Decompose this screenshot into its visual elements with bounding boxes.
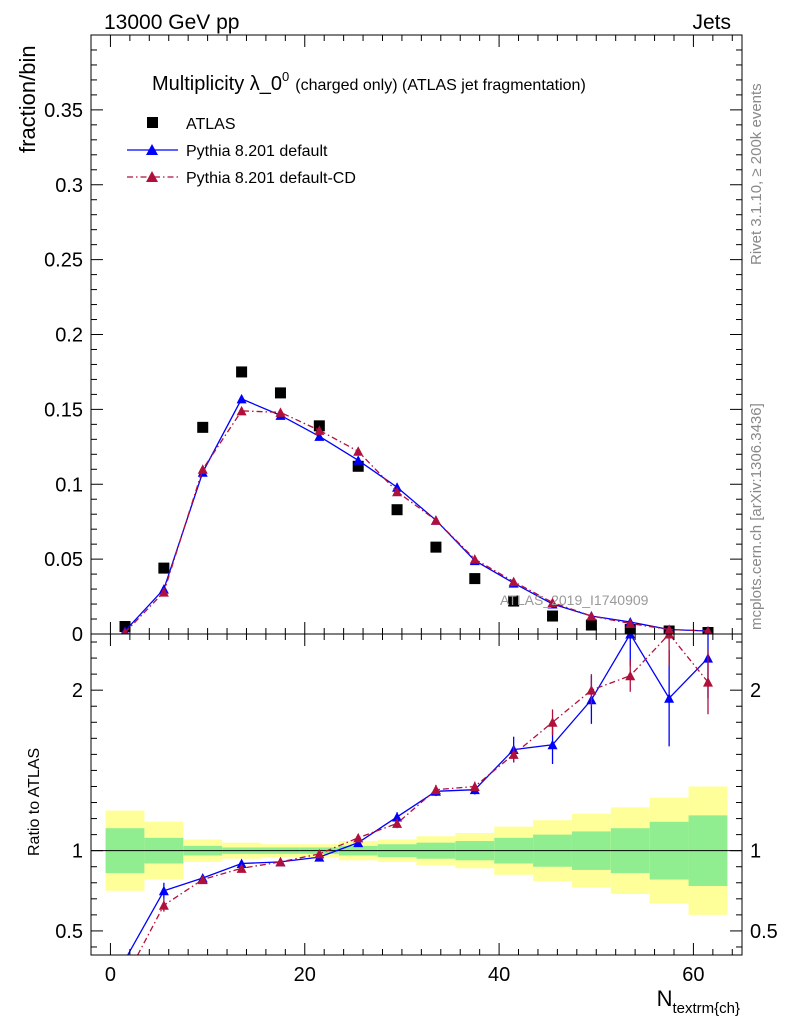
- ratio-point-default-cd: [236, 863, 247, 873]
- ratio-point-default: [158, 885, 169, 896]
- ratio-point-default: [124, 954, 126, 955]
- y-tick-label-ratio-right: 2: [750, 680, 761, 702]
- data-point-default-cd: [236, 405, 247, 416]
- data-point-default-cd: [625, 618, 636, 629]
- rivet-version-label: Rivet 3.1.10, ≥ 200k events: [748, 83, 765, 265]
- ratio-point-default: [625, 634, 636, 639]
- x-tick-label: 20: [294, 964, 316, 986]
- ratio-point-default-cd: [392, 818, 403, 828]
- ratio-band-layer: [91, 786, 742, 915]
- plot-title: Multiplicity λ_00(charged only) (ATLAS j…: [152, 69, 586, 95]
- y-tick-label-top: 0.3: [55, 175, 83, 197]
- data-point-default-cd: [664, 624, 675, 634]
- mcplots-label: mcplots.cern.ch [arXiv:1306.3436]: [748, 403, 765, 630]
- data-point-atlas: [547, 610, 559, 622]
- y-tick-label-top: 0: [72, 624, 83, 646]
- y-tick-label-top: 0.05: [44, 549, 83, 571]
- top-series-layer: [119, 366, 714, 634]
- y-tick-label-top: 0.2: [55, 325, 83, 347]
- data-point-atlas: [158, 562, 170, 574]
- ratio-point-default-cd: [158, 900, 169, 910]
- legend: ATLAS Pythia 8.201 default Pythia 8.201 …: [127, 116, 356, 187]
- ratio-point-default-cd: [275, 856, 286, 867]
- legend-marker-default: [146, 144, 158, 155]
- ratio-point-default-cd: [702, 677, 713, 687]
- data-point-default-cd: [547, 597, 558, 608]
- data-point-default: [236, 393, 247, 404]
- ratio-point-default-cd: [353, 832, 364, 843]
- ratio-point-default: [236, 858, 247, 869]
- data-point-default-cd: [430, 515, 441, 525]
- ratio-point-default-cd: [469, 781, 480, 791]
- ratio-point-default-cd: [586, 685, 597, 695]
- data-point-atlas: [236, 366, 248, 378]
- data-point-atlas: [469, 573, 481, 585]
- data-point-default-cd: [586, 611, 597, 621]
- ratio-point-default-cd: [120, 974, 130, 984]
- data-point-atlas: [430, 541, 442, 553]
- x-tick-label: 40: [488, 964, 510, 986]
- legend-label-default-cd: Pythia 8.201 default-CD: [186, 170, 356, 187]
- data-point-default-cd: [703, 626, 713, 634]
- series-line-default-cd: [124, 410, 709, 633]
- ratio-point-default: [547, 739, 558, 750]
- data-point-default-cd: [197, 464, 208, 474]
- ratio-point-default-cd: [664, 634, 675, 639]
- data-point-atlas: [274, 387, 286, 399]
- ratio-point-default-cd: [197, 874, 208, 885]
- x-tick-label: 0: [105, 964, 116, 986]
- ratio-line-default: [126, 634, 709, 955]
- data-point-default-cd: [314, 425, 325, 435]
- ratio-point-default-cd: [508, 749, 519, 759]
- x-tick-label: 60: [682, 964, 704, 986]
- data-point-atlas: [197, 421, 209, 433]
- ratio-point-default: [392, 811, 403, 822]
- ratio-panel-frame: [90, 633, 743, 956]
- data-point-atlas: [352, 460, 364, 472]
- data-point-default-cd: [275, 407, 286, 417]
- axes-layer: 0 0.05 0.1 0.15 0.2 0.25 0.3 0.35 0 20 40 60 0.5 0.5 1…: [44, 34, 778, 986]
- data-point-default-cd: [353, 446, 364, 456]
- data-point-atlas: [624, 624, 636, 634]
- data-point-default-cd: [469, 554, 480, 564]
- ratio-point-default-cd: [314, 848, 325, 859]
- ratio-point-default-cd: [430, 784, 441, 795]
- data-point-atlas: [585, 619, 597, 631]
- y-tick-label-ratio: 0.5: [55, 921, 83, 943]
- y-tick-label-top: 0.15: [44, 399, 83, 421]
- y-tick-label-top: 0.35: [44, 100, 83, 122]
- ratio-point-default-cd: [625, 670, 636, 681]
- series-line-default: [124, 398, 709, 632]
- y-tick-label-ratio: 2: [72, 680, 83, 702]
- y-tick-label-ratio-right: 0.5: [750, 921, 778, 943]
- ratio-point-default: [664, 693, 675, 703]
- legend-label-atlas: ATLAS: [186, 116, 236, 133]
- ratio-point-default: [353, 837, 364, 848]
- y-tick-label-ratio: 1: [72, 841, 83, 863]
- x-axis-label: Ntextrm{ch}: [657, 986, 740, 1017]
- data-point-default: [353, 455, 364, 465]
- legend-marker-default-cd: [146, 171, 158, 182]
- data-point-default-cd: [392, 486, 403, 497]
- analysis-label: ATLAS_2019_I1740909: [500, 592, 649, 608]
- ratio-series-layer: [120, 634, 713, 984]
- y-tick-label-top: 0.1: [55, 474, 83, 496]
- ratio-line-default-cd: [136, 634, 709, 955]
- y-tick-label-top: 0.25: [44, 250, 83, 272]
- data-point-atlas: [508, 595, 520, 607]
- header-right: Jets: [692, 11, 731, 34]
- ratio-point-default-cd: [547, 717, 558, 727]
- data-point-default: [314, 431, 325, 441]
- y-axis-label-ratio: Ratio to ATLAS: [26, 748, 43, 856]
- data-point-default-cd: [121, 627, 129, 634]
- header-left: 13000 GeV pp: [104, 11, 239, 34]
- data-point-default-cd: [508, 576, 519, 587]
- y-axis-label-top: fraction/bin: [15, 45, 40, 153]
- legend-label-default: Pythia 8.201 default: [186, 143, 328, 160]
- data-point-atlas: [391, 504, 403, 516]
- data-point-default-cd: [158, 587, 169, 597]
- legend-marker-atlas: [147, 117, 158, 128]
- y-tick-label-ratio-right: 1: [750, 841, 761, 863]
